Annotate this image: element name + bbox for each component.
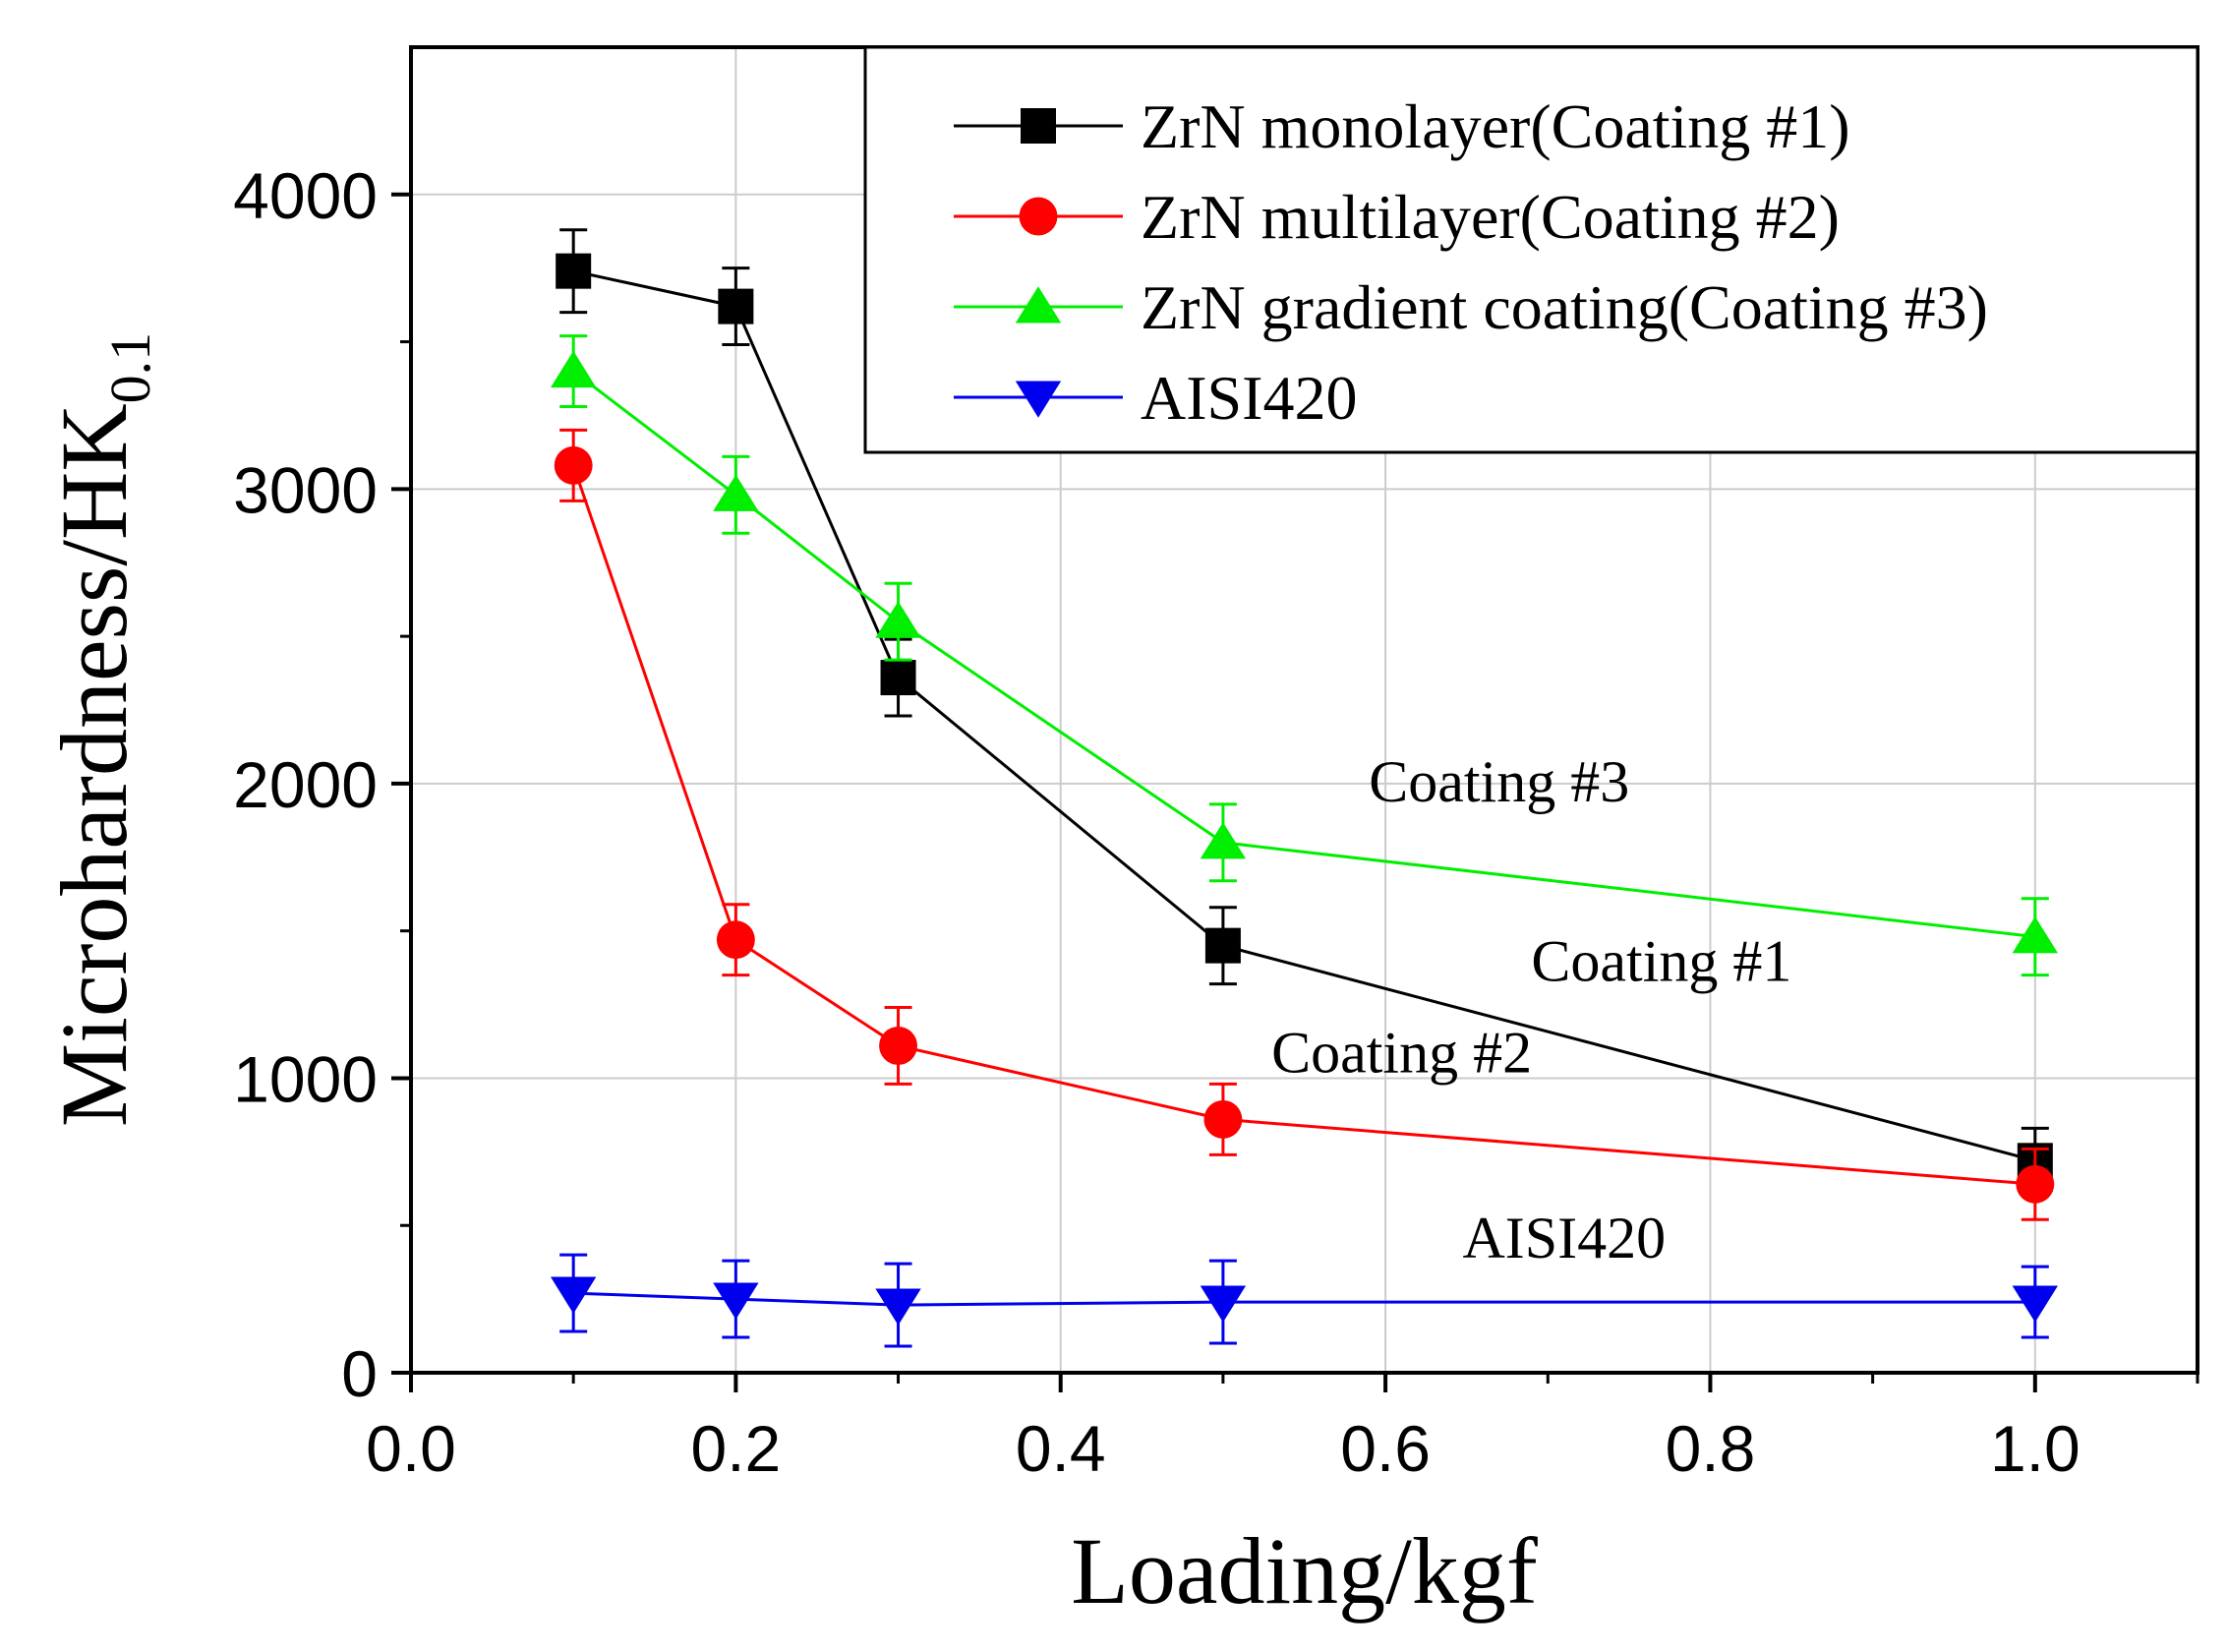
series-4 <box>550 1253 2059 1348</box>
annotation-label: Coating #2 <box>1271 1020 1532 1085</box>
legend-swatch-marker <box>1015 286 1062 324</box>
data-point <box>875 1288 921 1326</box>
annotation-label: AISI420 <box>1462 1206 1666 1270</box>
data-point <box>554 445 593 485</box>
data-point <box>556 253 592 289</box>
y-tick-label: 4000 <box>233 159 378 232</box>
data-point <box>550 1276 597 1314</box>
annotation-label: Coating #1 <box>1531 929 1791 994</box>
legend-label: ZrN gradient coating(Coating #3) <box>1141 272 1988 342</box>
x-tick-label: 0.8 <box>1666 1412 1756 1485</box>
legend: ZrN monolayer(Coating #1) ZrN multilayer(… <box>863 45 2199 454</box>
legend-swatch-marker <box>1015 381 1062 418</box>
data-point <box>2012 915 2059 954</box>
legend-item: ZrN multilayer(Coating #2) <box>954 182 1840 252</box>
data-point <box>713 1282 759 1320</box>
data-point <box>879 1027 917 1065</box>
x-tick-label: 0.6 <box>1340 1412 1431 1485</box>
axis-ticks: 0.0 0.2 0.4 0.6 0.8 1.0 0 1000 2000 3000 4000 <box>233 159 2199 1485</box>
y-tick-label: 2000 <box>233 748 378 821</box>
data-point <box>1200 822 1247 859</box>
series-layer <box>550 228 2059 1348</box>
x-tick-label: 0.4 <box>1016 1412 1106 1485</box>
data-point <box>550 350 597 388</box>
data-point <box>716 920 755 960</box>
legend-item: AISI420 <box>954 363 1357 433</box>
data-point <box>875 601 921 638</box>
data-point <box>718 288 754 324</box>
data-point <box>2016 1164 2055 1204</box>
data-point <box>2012 1285 2059 1323</box>
y-tick-label: 3000 <box>233 453 378 526</box>
y-axis-title-main: Microhardness/HK <box>41 403 147 1127</box>
x-tick-label: 0.0 <box>366 1412 456 1485</box>
y-tick-label: 0 <box>341 1337 378 1410</box>
legend-label: AISI420 <box>1141 363 1357 433</box>
legend-box <box>863 45 2199 454</box>
series-3 <box>550 334 2059 977</box>
legend-swatch-marker <box>1021 108 1056 144</box>
series-line <box>572 370 2035 939</box>
legend-label: ZrN monolayer(Coating #1) <box>1141 91 1850 161</box>
data-point <box>1203 1099 1243 1139</box>
x-tick-label: 0.2 <box>690 1412 781 1485</box>
x-tick-label: 1.0 <box>1990 1412 2080 1485</box>
series-2 <box>554 428 2055 1221</box>
y-tick-label: 1000 <box>233 1042 378 1115</box>
legend-item: ZrN monolayer(Coating #1) <box>954 91 1850 161</box>
annotations: Coating #3 Coating #1 Coating #2 AISI420 <box>1271 749 1791 1270</box>
series-line <box>573 1291 2035 1307</box>
x-axis-title: Loading/kgf <box>1071 1518 1538 1623</box>
data-point <box>880 660 916 696</box>
legend-swatch-marker <box>1019 197 1058 236</box>
y-axis-title-subscript: 0.1 <box>98 332 162 404</box>
data-point <box>1200 1285 1247 1323</box>
data-point <box>713 474 759 511</box>
svg-text:Microhardness/HK0.1: Microhardness/HK0.1 <box>41 332 162 1127</box>
y-axis-title: Microhardness/HK0.1 <box>41 332 162 1127</box>
annotation-label: Coating #3 <box>1369 749 1629 814</box>
legend-label: ZrN multilayer(Coating #2) <box>1141 182 1840 252</box>
data-point <box>1204 927 1241 964</box>
legend-item: ZrN gradient coating(Coating #3) <box>954 272 1988 342</box>
